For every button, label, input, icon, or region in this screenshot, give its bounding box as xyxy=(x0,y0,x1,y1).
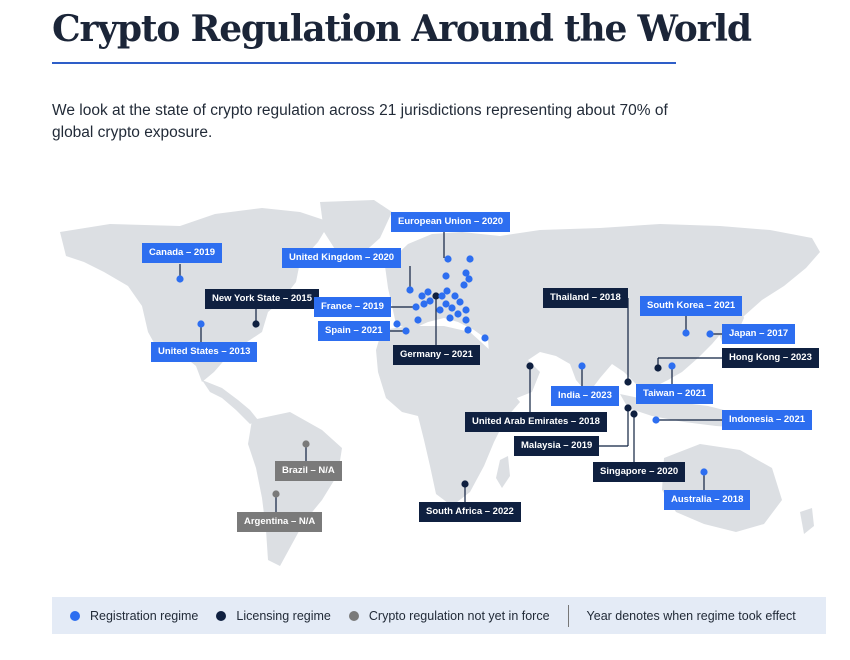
leader-lines xyxy=(179,232,722,512)
licensing-dot-icon xyxy=(216,610,227,621)
dot-united-states xyxy=(197,320,205,328)
dot-united-kingdom xyxy=(406,286,414,294)
label-india: India – 2023 xyxy=(551,386,619,406)
dots-european-union xyxy=(393,255,489,342)
jurisdiction-dots xyxy=(176,255,714,498)
legend-registration-label: Registration regime xyxy=(90,608,199,623)
land-new-zealand xyxy=(800,508,814,534)
legend-divider xyxy=(567,604,569,627)
legend-not-in-force-label: Crypto regulation not yet in force xyxy=(368,608,550,623)
label-taiwan: Taiwan – 2021 xyxy=(636,384,714,404)
dot-taiwan xyxy=(668,362,676,370)
label-canada: Canada – 2019 xyxy=(142,243,223,263)
dot-singapore xyxy=(630,410,638,418)
label-indonesia: Indonesia – 2021 xyxy=(722,410,813,430)
label-new-york: New York State – 2015 xyxy=(205,289,319,309)
label-spain: Spain – 2021 xyxy=(318,321,390,341)
legend-licensing: Licensing regime xyxy=(216,609,331,623)
legend-note-label: Year denotes when regime took effect xyxy=(586,608,796,623)
label-uae: United Arab Emirates – 2018 xyxy=(465,412,607,432)
dot-thailand xyxy=(624,378,632,386)
dot-germany xyxy=(432,292,440,300)
dot-south-africa xyxy=(461,480,469,488)
land-eurasia xyxy=(385,224,820,394)
label-malaysia: Malaysia – 2019 xyxy=(514,436,600,456)
label-france: France – 2019 xyxy=(314,297,391,317)
label-united-kingdom: United Kingdom – 2020 xyxy=(282,248,402,268)
dot-hong-kong xyxy=(654,364,662,372)
intro-text: We look at the state of crypto regulatio… xyxy=(52,102,668,141)
land-north-america xyxy=(60,208,330,382)
label-japan: Japan – 2017 xyxy=(722,324,796,344)
label-hong-kong: Hong Kong – 2023 xyxy=(722,348,819,368)
title-underline xyxy=(52,62,676,64)
legend-note: Year denotes when regime took effect xyxy=(587,609,796,623)
dot-new-york xyxy=(252,320,260,328)
land-australia xyxy=(662,444,782,532)
dot-indonesia xyxy=(652,416,660,424)
land-central-america xyxy=(202,380,258,424)
legend: Registration regime Licensing regime Cry… xyxy=(52,597,826,634)
dot-brazil xyxy=(302,440,310,448)
dot-australia xyxy=(700,468,708,476)
land-madagascar xyxy=(496,456,510,488)
land-south-america xyxy=(248,412,342,566)
label-thailand: Thailand – 2018 xyxy=(543,288,628,308)
label-united-states: United States – 2013 xyxy=(151,342,258,362)
registration-dot-icon xyxy=(70,610,80,621)
land-africa xyxy=(376,326,520,506)
label-brazil: Brazil – N/A xyxy=(275,461,342,481)
page-title: Crypto Regulation Around the World xyxy=(52,8,752,50)
legend-licensing-label: Licensing regime xyxy=(236,608,331,623)
dot-india xyxy=(578,362,586,370)
dot-canada xyxy=(176,275,184,283)
dot-south-korea xyxy=(682,329,690,337)
label-argentina: Argentina – N/A xyxy=(237,512,323,532)
land-greenland xyxy=(320,200,392,256)
legend-not-in-force: Crypto regulation not yet in force xyxy=(348,608,550,623)
dot-spain xyxy=(402,327,410,335)
label-south-korea: South Korea – 2021 xyxy=(640,296,743,316)
label-south-africa: South Africa – 2022 xyxy=(419,502,521,522)
dot-argentina xyxy=(272,490,280,498)
dot-malaysia xyxy=(624,404,632,412)
label-germany: Germany – 2021 xyxy=(393,345,480,365)
legend-registration: Registration regime xyxy=(70,609,198,623)
dot-france xyxy=(412,303,420,311)
not-in-force-dot-icon xyxy=(348,610,359,621)
dot-uae xyxy=(526,362,534,370)
label-singapore: Singapore – 2020 xyxy=(593,462,686,482)
label-european-union: European Union – 2020 xyxy=(391,212,511,232)
dot-japan xyxy=(706,330,714,338)
label-australia: Australia – 2018 xyxy=(664,490,751,510)
